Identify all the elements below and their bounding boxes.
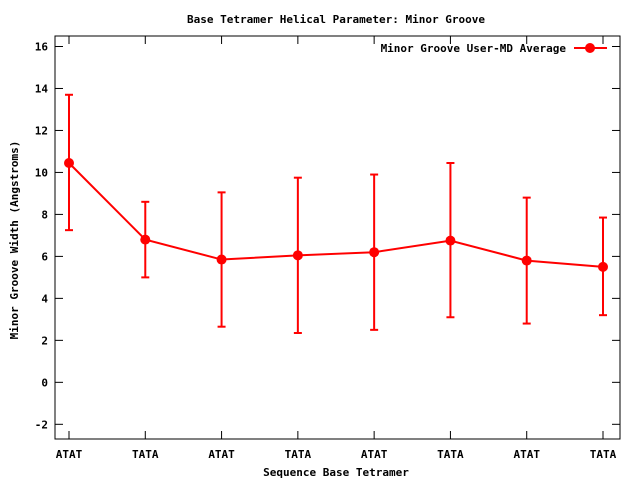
data-point xyxy=(292,250,303,261)
data-point xyxy=(64,157,74,168)
data-point xyxy=(598,261,608,272)
data-point xyxy=(445,235,456,246)
y-tick-label: 6 xyxy=(41,250,48,263)
y-tick-label: 10 xyxy=(35,166,48,179)
x-tick-label: ATAT xyxy=(56,448,83,461)
x-tick-label: TATA xyxy=(285,448,312,461)
x-axis-label: Sequence Base Tetramer xyxy=(263,466,409,479)
y-tick-label: 0 xyxy=(41,376,48,389)
y-tick-label: 4 xyxy=(41,292,48,305)
chart-title: Base Tetramer Helical Parameter: Minor G… xyxy=(187,13,485,26)
data-point xyxy=(369,247,380,258)
legend-label: Minor Groove User-MD Average xyxy=(381,42,567,55)
plot-frame xyxy=(54,35,621,440)
x-tick-label: ATAT xyxy=(361,448,388,461)
y-tick-label: 14 xyxy=(35,82,49,95)
x-tick-label: TATA xyxy=(132,448,159,461)
data-point xyxy=(140,234,151,245)
x-tick-label: TATA xyxy=(590,448,617,461)
x-tick-label: ATAT xyxy=(513,448,540,461)
y-ticks: -2 0 2 4 6 8 10 12 14 16 xyxy=(35,40,620,431)
legend-marker xyxy=(585,43,595,53)
y-tick-label: 2 xyxy=(41,334,48,347)
series-layer xyxy=(64,93,608,335)
y-tick-label: 16 xyxy=(35,40,49,53)
legend: Minor Groove User-MD Average xyxy=(381,42,607,55)
x-tick-label: TATA xyxy=(437,448,464,461)
x-ticks: ATAT TATA ATAT TATA ATAT TATA ATAT TATA xyxy=(56,36,617,461)
y-tick-label: -2 xyxy=(35,418,48,431)
y-tick-label: 12 xyxy=(35,124,48,137)
y-axis-label: Minor Groove Width (Angstroms) xyxy=(8,141,21,340)
series-line xyxy=(68,162,604,268)
data-point xyxy=(521,255,532,266)
data-point xyxy=(216,254,227,265)
x-tick-label: ATAT xyxy=(208,448,235,461)
y-tick-label: 8 xyxy=(41,208,48,221)
